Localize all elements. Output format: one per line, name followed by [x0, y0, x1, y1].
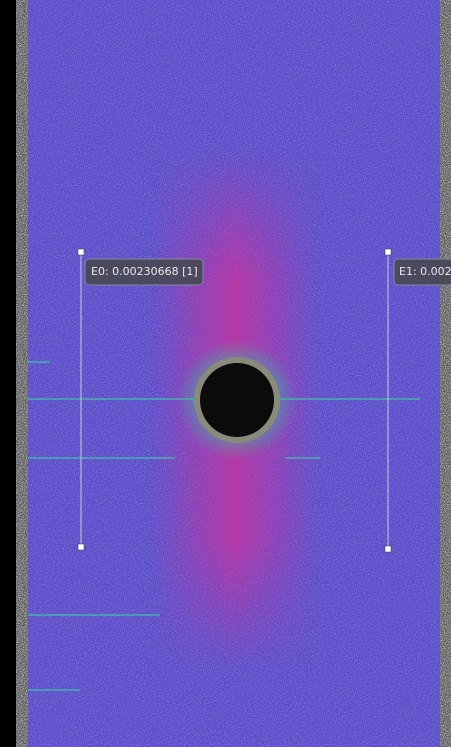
strain-view: E0: 0.00230668 [1] E1: 0.002: [0, 0, 451, 747]
extensometer-label: E0: 0.00230668 [1]: [91, 265, 198, 278]
hole: [200, 363, 274, 437]
handle[interactable]: [385, 546, 391, 552]
extensometer-label: E1: 0.002: [399, 265, 451, 278]
page: E0: 0.00230668 [1] E1: 0.002 (() => { co…: [0, 0, 451, 747]
handle[interactable]: [78, 249, 84, 255]
handle[interactable]: [385, 249, 391, 255]
handle[interactable]: [78, 544, 84, 550]
